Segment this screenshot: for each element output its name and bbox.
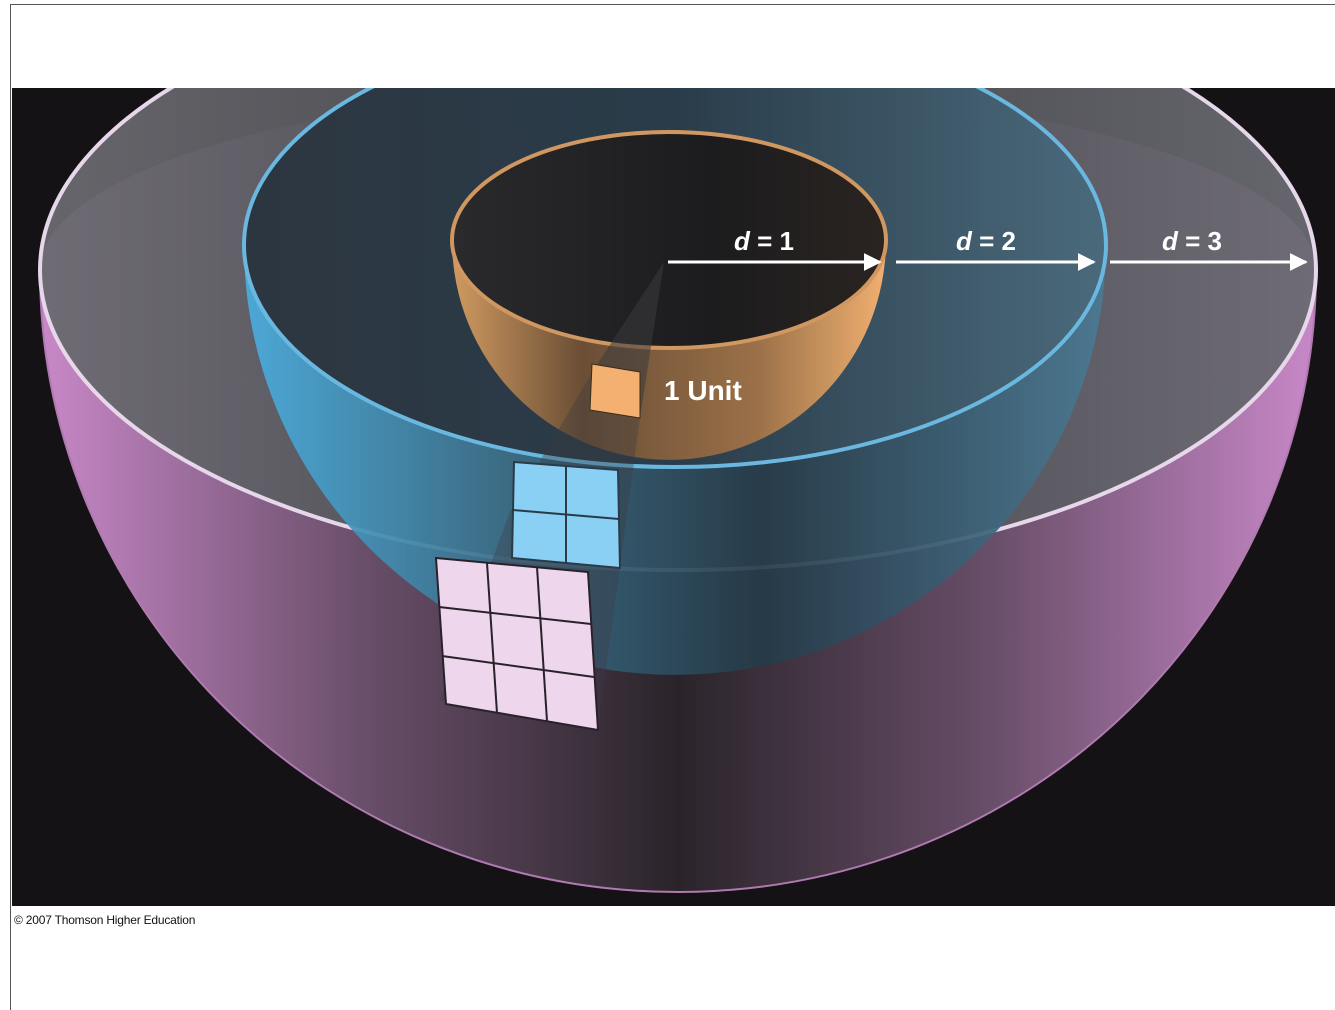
patch-outer <box>434 556 600 732</box>
inverse-square-diagram: d = 1 d = 2 d = 3 1 Unit <box>12 88 1335 906</box>
label-unit: 1 Unit <box>664 375 742 406</box>
copyright-notice: © 2007 Thomson Higher Education <box>14 913 196 927</box>
unit-patch-inner <box>589 363 641 419</box>
label-d2: d = 2 <box>956 226 1016 256</box>
inner-shell <box>450 130 888 460</box>
patch-middle <box>510 460 622 570</box>
label-d1: d = 1 <box>734 226 794 256</box>
label-d3: d = 3 <box>1162 226 1222 256</box>
page-frame <box>10 4 1335 1010</box>
